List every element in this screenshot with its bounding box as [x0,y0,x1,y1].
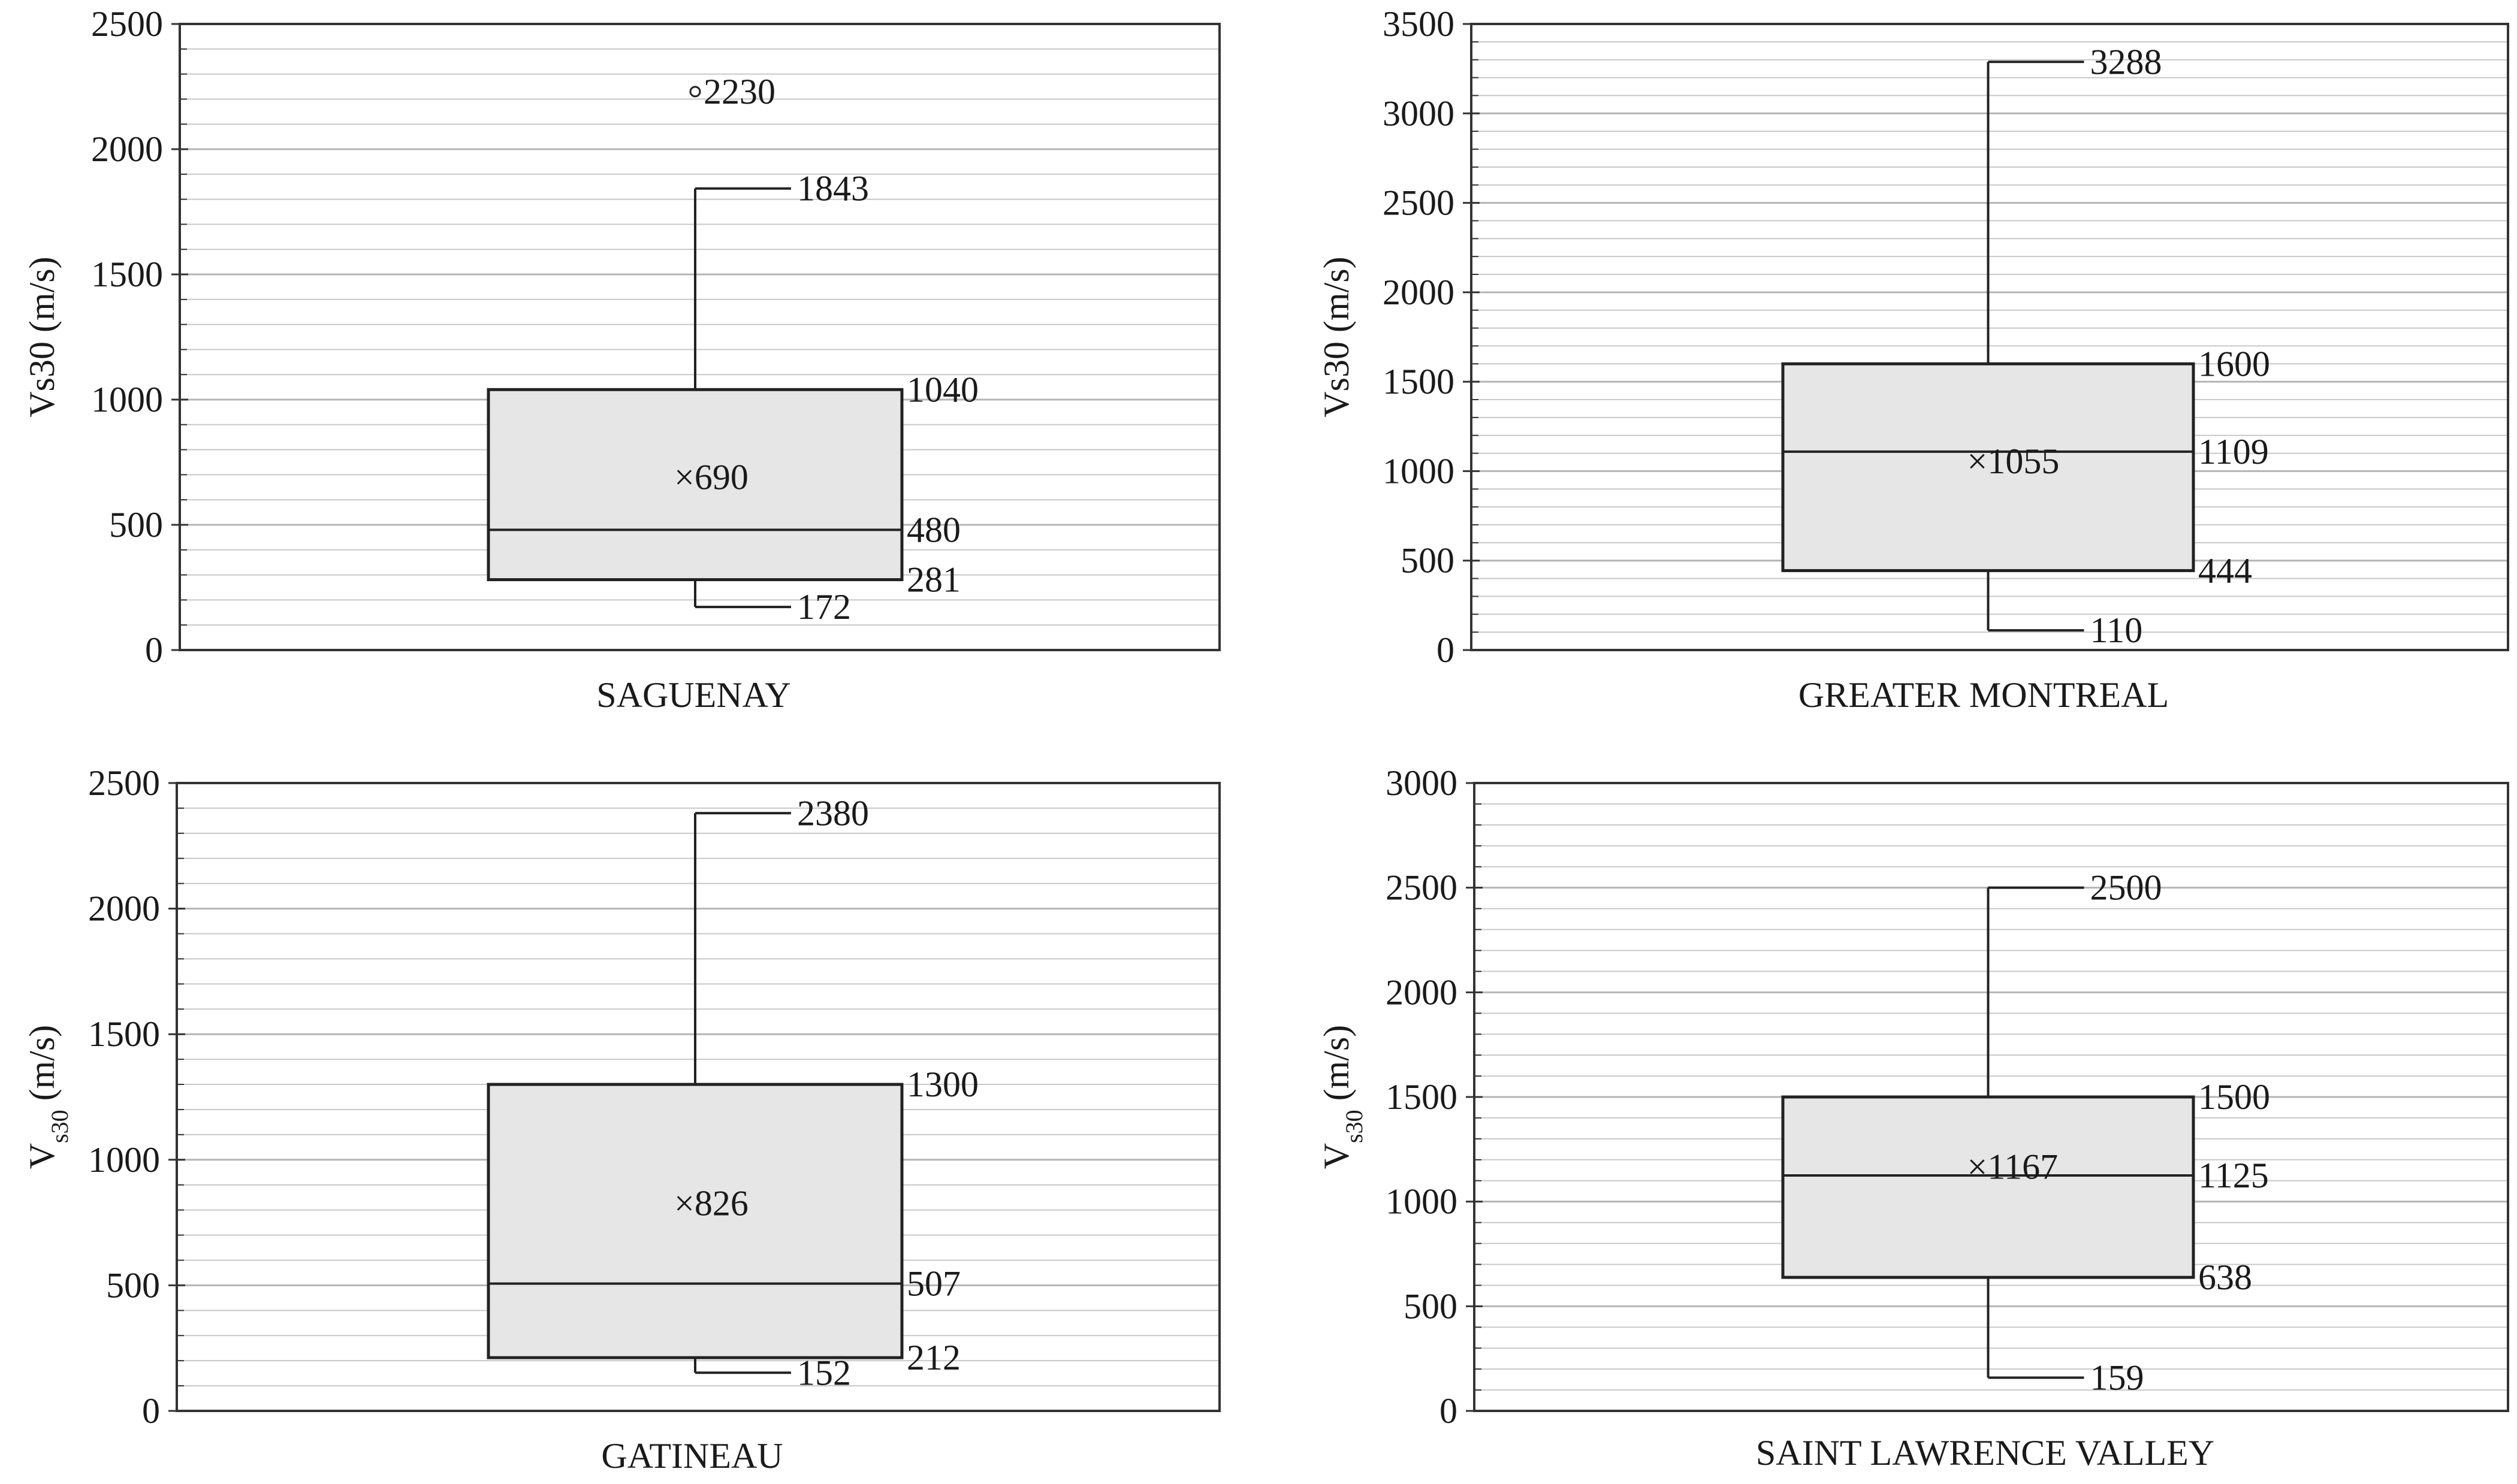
iqr-box [1781,362,2195,572]
y-tick-label: 1500 [91,255,163,294]
y-tick-label: 2000 [1383,273,1454,312]
chart-panel-4: 0 500 1000 1500 2000 2500 3000 Vs30 (m/s) 2500 15… [1317,763,2509,1473]
q1-label: 281 [907,560,961,600]
y-tick-label: 2500 [1383,183,1454,223]
y-axis-label: Vs30 (m/s) [22,256,62,417]
q3-label: 1600 [2198,344,2270,383]
category-label: GATINEAU [601,1436,783,1476]
y-axis-label: Vs30 (m/s) [1317,1025,1368,1169]
y-tick-label: 1000 [88,1140,160,1180]
q1-label: 212 [907,1338,961,1377]
mean-marker: ×690 [674,458,749,497]
y-tick-label: 3000 [1383,93,1454,133]
plot-frame [176,782,1221,1412]
q1-label: 444 [2198,551,2252,590]
min-label: 110 [2090,610,2143,650]
plot-frame [179,23,1221,651]
outlier-label: 2230 [704,72,775,111]
y-tick-label: 2500 [88,763,160,803]
y-tick-label: 3500 [1383,4,1454,44]
y-tick-label: 500 [1401,541,1454,581]
y-tick-label: 2500 [91,4,163,44]
iqr-box [487,388,904,582]
y-tick-label: 0 [142,1391,160,1431]
min-label: 159 [2090,1358,2144,1397]
max-label: 2500 [2090,868,2162,908]
y-tick-label: 2000 [1386,972,1457,1012]
median-label: 1109 [2198,432,2269,472]
category-label: SAINT LAWRENCE VALLEY [1756,1433,2214,1473]
y-axis-label: Vs30 (m/s) [1317,256,1356,417]
mean-marker: ×826 [674,1184,749,1223]
category-label: GREATER MONTREAL [1798,675,2169,715]
y-tick-label: 1500 [1386,1077,1457,1117]
outlier-point [689,86,701,98]
mean-marker: ×1167 [1967,1147,2059,1186]
min-label: 172 [797,587,851,627]
plot-frame [1470,23,2509,651]
category-label: SAGUENAY [596,675,791,715]
y-tick-label: 1000 [1386,1182,1457,1222]
y-tick-label: 500 [109,505,163,545]
y-tick-label: 1000 [1383,451,1454,491]
y-tick-label: 2500 [1386,868,1457,908]
chart-panel-1: 0 500 1000 1500 2000 2500 Vs30 (m/s) 1843 172 104… [22,4,1221,715]
iqr-box [1781,1095,2195,1279]
y-tick-label: 1500 [1383,362,1454,401]
max-label: 3288 [2090,42,2162,81]
q3-label: 1300 [907,1065,979,1104]
y-axis-label: Vs30 (m/s) [22,1025,73,1169]
chart-panel-3: 0 500 1000 1500 2000 2500 Vs30 (m/s) 2380 152 130… [22,763,1221,1476]
median-label: 507 [907,1264,961,1303]
iqr-box [487,1083,904,1359]
min-label: 152 [797,1353,851,1392]
q1-label: 638 [2198,1258,2252,1297]
max-label: 1843 [797,169,869,208]
q3-label: 1040 [907,370,979,409]
y-tick-label: 3000 [1386,763,1457,803]
chart-panel-2: 0 500 1000 1500 2000 2500 3000 3500 Vs30 (m/s) 32… [1317,4,2509,715]
y-tick-label: 500 [1404,1286,1457,1326]
y-tick-label: 0 [1439,1391,1457,1431]
y-tick-label: 0 [145,630,163,670]
q3-label: 1500 [2198,1077,2270,1117]
y-tick-label: 1000 [91,380,163,419]
median-label: 1125 [2198,1156,2269,1195]
y-tick-label: 0 [1436,630,1454,670]
y-tick-label: 2000 [91,129,163,169]
y-tick-label: 500 [106,1265,160,1305]
mean-marker: ×1055 [1967,442,2060,481]
max-label: 2380 [797,793,869,833]
y-tick-label: 2000 [88,889,160,929]
y-tick-label: 1500 [88,1014,160,1054]
median-label: 480 [907,510,961,549]
